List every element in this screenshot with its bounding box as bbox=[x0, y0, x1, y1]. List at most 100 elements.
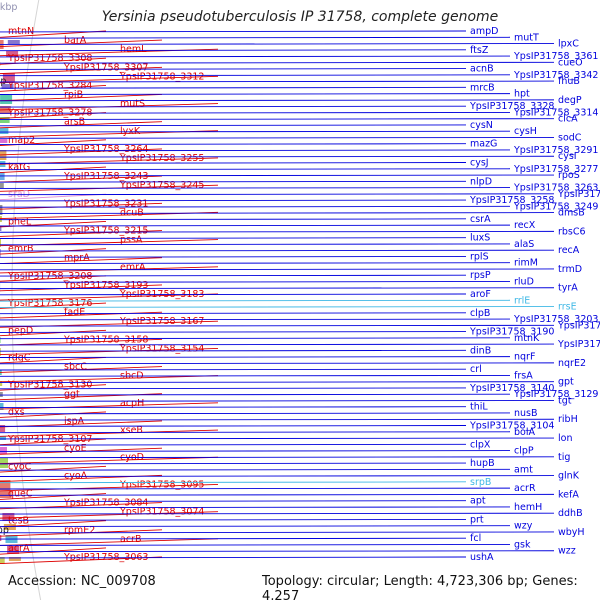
gene-label: lyxK bbox=[120, 126, 141, 137]
gene-label: hpt bbox=[514, 89, 530, 100]
gene-label: arsB bbox=[64, 117, 85, 128]
gene-label: amt bbox=[514, 464, 533, 475]
accession-label: Accession: NC_009708 bbox=[8, 574, 156, 589]
leader-line bbox=[0, 437, 555, 440]
gene-label: pssA bbox=[120, 235, 143, 246]
leader-line bbox=[0, 320, 219, 328]
gene-label: ribH bbox=[558, 414, 578, 425]
gene-label: rbsC6 bbox=[558, 226, 586, 237]
gene-label: YpsIP31758_3231 bbox=[63, 198, 148, 209]
leader-line bbox=[0, 357, 107, 364]
leader-line bbox=[0, 550, 555, 553]
gene-label: hemH bbox=[514, 502, 542, 513]
gene-label: clcA bbox=[558, 114, 578, 125]
gene-label: YpsIP31758_3291 bbox=[513, 145, 598, 156]
leader-line bbox=[0, 112, 107, 119]
leader-line bbox=[0, 166, 107, 174]
leader-line bbox=[0, 274, 467, 277]
gene-label: YpsIP31758_3176 bbox=[7, 298, 92, 309]
leader-line bbox=[0, 302, 107, 309]
leader-line bbox=[0, 500, 467, 502]
leader-line bbox=[0, 224, 511, 227]
leader-line bbox=[0, 393, 511, 396]
leader-line bbox=[0, 368, 467, 371]
leader-line bbox=[0, 429, 219, 437]
gene-label: frsA bbox=[514, 370, 533, 381]
leader-line bbox=[0, 148, 163, 156]
feature-track-inner bbox=[0, 183, 4, 188]
gene-label: YpsIP31758_3190 bbox=[469, 327, 554, 338]
gene-label: cysN bbox=[470, 120, 493, 131]
leader-line bbox=[0, 293, 467, 296]
gene-label: degP bbox=[558, 95, 582, 106]
leader-line bbox=[0, 143, 467, 146]
leader-line bbox=[0, 525, 511, 528]
leader-line bbox=[0, 84, 107, 92]
gene-label: YpsIP31758_3284 bbox=[7, 80, 92, 91]
gene-label: dinB bbox=[470, 345, 491, 356]
leader-line bbox=[0, 86, 467, 89]
gene-label: rpmE2 bbox=[64, 525, 95, 536]
leader-line bbox=[0, 199, 467, 202]
gene-label: YpsIP31758_3274 bbox=[557, 189, 600, 200]
gene-label: rdgC bbox=[8, 352, 31, 363]
leader-line bbox=[0, 57, 107, 65]
leader-line bbox=[0, 456, 219, 465]
leader-line bbox=[0, 481, 467, 484]
gene-label: crl bbox=[470, 364, 482, 375]
feature-track-inner bbox=[0, 128, 9, 134]
leader-line bbox=[0, 487, 511, 490]
leader-line bbox=[0, 544, 511, 546]
gene-label: tig bbox=[558, 452, 570, 463]
leader-line bbox=[0, 384, 107, 391]
leader-line bbox=[0, 118, 555, 121]
gene-label: YpsIP31758_3258 bbox=[469, 195, 554, 206]
gene-label: wbyH bbox=[558, 527, 585, 538]
gene-label: YpsIP31758_3172 bbox=[557, 339, 600, 350]
gene-label: YpsIP31758_3245 bbox=[119, 180, 204, 191]
gene-label: lon bbox=[558, 433, 572, 444]
feature-track-inner bbox=[0, 425, 6, 432]
feature-track-mid bbox=[0, 535, 2, 541]
gene-label: ispA bbox=[64, 416, 85, 427]
leader-line bbox=[0, 230, 555, 233]
leader-line bbox=[0, 293, 219, 301]
gene-label: YpsIP31758_3084 bbox=[63, 498, 148, 509]
leader-line bbox=[0, 529, 163, 537]
leader-line bbox=[0, 174, 555, 177]
feature-track-inner bbox=[0, 216, 2, 222]
gene-label: bolA bbox=[514, 427, 535, 438]
gene-label: ushA bbox=[470, 552, 494, 563]
leader-line bbox=[0, 538, 219, 546]
leader-line bbox=[0, 99, 555, 102]
scale-label: 3750 kbp bbox=[0, 76, 6, 87]
leader-line bbox=[0, 493, 555, 496]
gene-label: recA bbox=[558, 245, 580, 256]
gene-label: YpsIP31758_3308 bbox=[7, 53, 92, 64]
gene-label: mrcB bbox=[470, 82, 495, 93]
feature-track-inner bbox=[0, 480, 11, 490]
gene-label: rpoS bbox=[558, 170, 580, 181]
topology-label: Topology: circular; Length: 4,723,306 bp… bbox=[262, 574, 578, 600]
gene-label: sodC bbox=[558, 132, 582, 143]
gene-label: gpt bbox=[558, 377, 574, 388]
leader-line bbox=[0, 105, 467, 108]
leader-line bbox=[0, 331, 467, 333]
leader-line bbox=[0, 43, 555, 45]
leader-line bbox=[0, 431, 511, 434]
gene-label: tgt bbox=[558, 395, 572, 406]
leader-line bbox=[0, 66, 163, 75]
leader-line bbox=[0, 312, 467, 315]
gene-label: clpB bbox=[470, 308, 490, 319]
leader-line bbox=[0, 387, 467, 390]
feature-track-inner bbox=[2, 73, 15, 82]
gene-label: YpsIP31758_3312 bbox=[119, 71, 204, 82]
leader-line bbox=[0, 406, 467, 409]
gene-label: YpsIP31758_3249 bbox=[513, 201, 598, 212]
leader-line bbox=[0, 243, 511, 246]
gene-label: rrlE bbox=[514, 295, 530, 306]
gene-label: rpiB bbox=[64, 89, 83, 100]
gene-label: cysH bbox=[514, 126, 537, 137]
leader-line bbox=[0, 318, 511, 321]
